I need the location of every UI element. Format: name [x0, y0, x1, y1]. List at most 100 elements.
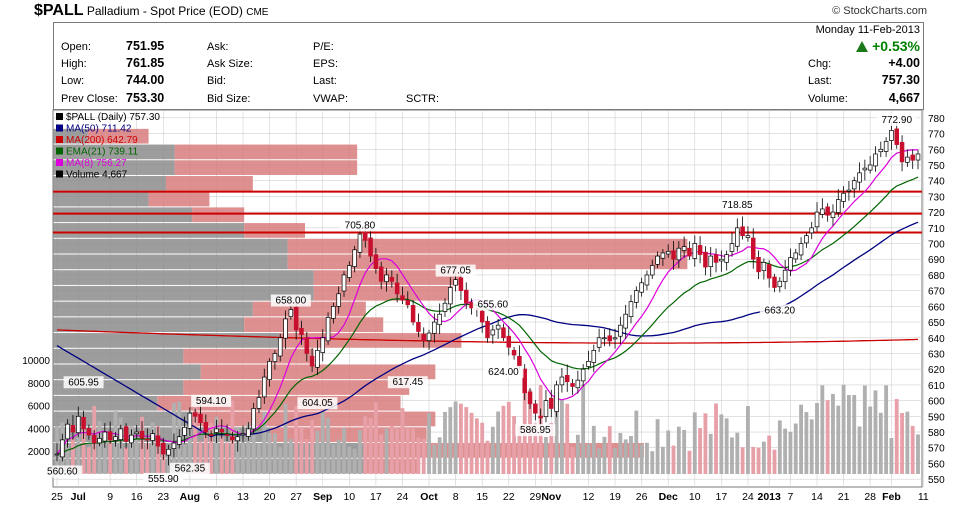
volume-bar [480, 422, 485, 474]
volume-bar [772, 449, 777, 474]
volume-bar [129, 425, 134, 474]
x-tick-label: 26 [636, 491, 648, 503]
volume-tick-label: 2000 [28, 447, 51, 458]
candle-up [426, 332, 432, 341]
volume-bar [241, 439, 245, 474]
candle-up [809, 227, 814, 234]
x-tick-label: 21 [838, 491, 850, 503]
candle-up [836, 199, 841, 213]
volume-bar [533, 423, 538, 474]
volume-bar [246, 423, 251, 474]
volume-bar [559, 400, 564, 474]
candle-down [750, 237, 756, 260]
candle-up [166, 448, 171, 456]
volume-bar [379, 434, 384, 474]
price-annotation-bg [63, 376, 104, 389]
volume-bar [225, 442, 229, 474]
volume-bar [214, 416, 219, 474]
volume-bar [506, 401, 511, 474]
candle-up [331, 306, 336, 319]
x-tick-label: 27 [290, 491, 302, 503]
volume-bar [613, 447, 617, 474]
x-tick-label: 17 [716, 491, 728, 503]
volume-bar [251, 434, 256, 474]
last-label: Last: [808, 75, 832, 87]
y-tick-label: 700 [928, 240, 945, 251]
candle-up [176, 436, 182, 445]
candle-down [564, 374, 570, 383]
y-tick-label: 660 [928, 302, 945, 313]
volume-bar [878, 412, 883, 474]
candle-up [655, 255, 660, 265]
candle-down [697, 245, 703, 255]
candle-up [54, 453, 60, 456]
candle-down [740, 226, 745, 237]
candle-down [400, 295, 405, 301]
volume-bar [751, 446, 756, 474]
volume-bar [432, 444, 437, 474]
instrument-name: Palladium - Spot Price (EOD) [86, 4, 243, 18]
candle-up [591, 349, 597, 363]
y-tick-label: 680 [928, 271, 945, 282]
price-annotation: 663.20 [765, 305, 796, 316]
x-tick-label: 29 [529, 491, 541, 503]
candle-up [830, 211, 836, 219]
candle-up [708, 255, 713, 267]
vbp-down-bar [53, 207, 193, 223]
volume-bar [565, 403, 570, 474]
sctr-label: SCTR: [406, 93, 439, 105]
candle-up [267, 360, 272, 380]
legend-entry: EMA(21) 739.11 [66, 147, 139, 158]
x-tick-label: 17 [370, 491, 382, 503]
candle-down [538, 415, 543, 419]
volume-bar [724, 418, 729, 474]
x-tick-label: 20 [264, 491, 276, 503]
y-tick-label: 550 [928, 475, 945, 486]
candle-down [368, 237, 373, 257]
y-tick-label: 720 [928, 208, 945, 219]
legend-swatch [56, 136, 63, 143]
candle-down [485, 320, 490, 339]
ask-size-label: Ask Size: [207, 58, 253, 70]
pct-change-value: +0.53% [872, 38, 920, 54]
x-tick-label: 19 [609, 491, 621, 503]
candle-up [612, 337, 618, 340]
candle-down [910, 154, 915, 161]
vbp-up-bar [183, 380, 410, 395]
volume-tick-label: 4000 [28, 424, 51, 435]
y-tick-label: 610 [928, 381, 945, 392]
volume-bar [714, 403, 718, 474]
x-tick-label: 24 [397, 491, 409, 503]
volume-bar [459, 403, 463, 474]
candle-up [628, 301, 634, 317]
candle-up [272, 353, 278, 362]
price-annotation-bg [143, 472, 184, 485]
candle-up [692, 243, 698, 259]
last-value: 757.30 [881, 73, 920, 87]
vbp-up-bar [244, 223, 306, 238]
x-tick-label: 9 [107, 491, 113, 503]
volume-bar [288, 438, 293, 474]
volume-bar [815, 403, 819, 474]
y-tick-label: 770 [928, 130, 945, 141]
price-annotation: 658.00 [276, 295, 307, 306]
candle-up [283, 318, 288, 339]
candle-up [357, 233, 363, 253]
vbp-down-bar [53, 364, 201, 380]
pe-label: P/E: [313, 41, 334, 53]
volume-bar [310, 420, 315, 474]
candle-down [293, 306, 299, 331]
volume-bar [820, 385, 825, 474]
volume-bar [358, 430, 362, 474]
candle-up [729, 243, 735, 252]
candle-up [639, 282, 644, 293]
volume-bar [767, 435, 772, 474]
candle-up [580, 368, 586, 382]
x-tick-label: Feb [882, 491, 901, 503]
y-tick-label: 640 [928, 334, 945, 345]
x-tick-label: 10 [343, 491, 355, 503]
brand-label[interactable]: © StockCharts.com [832, 5, 927, 17]
volume-bar [586, 443, 591, 474]
candle-up [240, 433, 246, 436]
